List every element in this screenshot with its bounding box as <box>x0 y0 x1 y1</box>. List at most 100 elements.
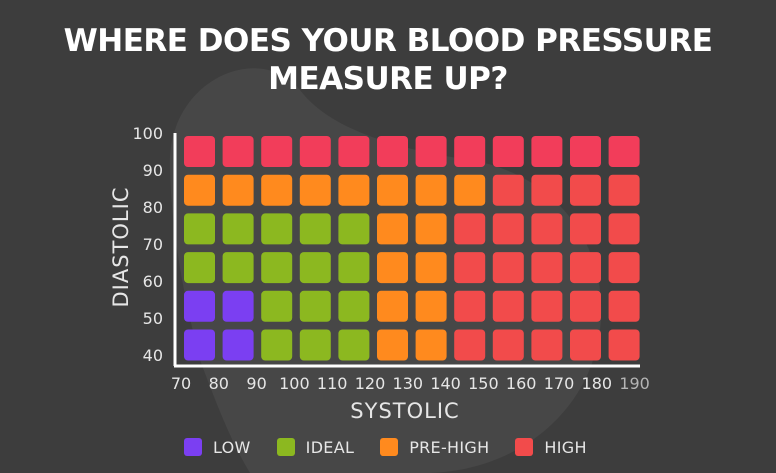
cell-90-100-180-190-high <box>608 136 640 167</box>
cell-50-60-150-160-high <box>492 290 524 322</box>
y-tick-label-100: 100 <box>132 124 163 143</box>
cell-90-100-150-160-high <box>492 136 524 167</box>
y-tick-label-40: 40 <box>143 346 163 365</box>
x-tick-label-120: 120 <box>355 374 386 393</box>
cell-40-50-130-140-pre_high <box>415 329 447 361</box>
chart-title: WHERE DOES YOUR BLOOD PRESSURE MEASURE U… <box>0 22 776 98</box>
cell-40-50-70-80-low <box>184 329 215 361</box>
cell-90-100-110-120-high <box>338 136 370 167</box>
cell-80-90-140-150-pre_high <box>454 174 486 206</box>
cell-40-50-150-160-high <box>492 329 524 361</box>
cell-70-80-120-130-pre_high <box>377 213 408 245</box>
legend-label-ideal: IDEAL <box>305 437 355 457</box>
cell-90-100-160-170-high <box>531 136 563 167</box>
cell-40-50-170-180-high <box>570 329 601 361</box>
y-tick-label-50: 50 <box>143 309 163 328</box>
cell-70-80-100-110-ideal <box>299 213 331 245</box>
cell-70-80-90-100-ideal <box>261 213 293 245</box>
cell-60-70-150-160-high <box>492 252 524 284</box>
cell-90-100-120-130-high <box>377 136 408 167</box>
legend-swatch-high <box>515 438 534 456</box>
legend-swatch-low <box>184 438 202 456</box>
cell-90-100-70-80-high <box>184 136 215 167</box>
x-tick-label-180: 180 <box>582 374 613 393</box>
cell-60-70-170-180-high <box>570 252 601 284</box>
cell-80-90-150-160-high <box>492 174 524 206</box>
cell-50-60-130-140-pre_high <box>415 290 447 322</box>
cell-90-100-170-180-high <box>570 136 601 167</box>
cell-60-70-70-80-ideal <box>184 252 215 284</box>
cell-50-60-160-170-high <box>531 290 563 322</box>
cell-90-100-100-110-high <box>299 136 331 167</box>
cell-70-80-180-190-high <box>608 213 640 245</box>
y-tick-label-70: 70 <box>143 235 163 254</box>
cell-50-60-170-180-high <box>570 290 601 322</box>
legend-item-pre-high: PRE-HIGH <box>380 438 489 457</box>
legend: LOW IDEAL PRE-HIGH HIGH <box>184 437 613 457</box>
legend-item-ideal: IDEAL <box>276 437 355 457</box>
cell-50-60-70-80-low <box>184 290 215 322</box>
y-axis-label: DIASTOLIC <box>109 187 133 308</box>
cell-60-70-120-130-pre_high <box>377 252 408 284</box>
cell-70-80-140-150-high <box>454 213 486 245</box>
cell-40-50-120-130-pre_high <box>377 329 408 361</box>
cell-40-50-90-100-ideal <box>261 329 293 361</box>
cell-50-60-140-150-high <box>454 290 486 322</box>
x-tick-label-190: 190 <box>619 374 650 393</box>
chart-title-line-1: WHERE DOES YOUR BLOOD PRESSURE <box>63 23 713 59</box>
x-tick-label-110: 110 <box>317 374 348 393</box>
cell-70-80-130-140-pre_high <box>415 213 447 245</box>
cell-80-90-110-120-pre_high <box>338 174 370 206</box>
legend-label-low: LOW <box>213 437 251 457</box>
y-tick-label-80: 80 <box>143 198 163 217</box>
cell-80-90-100-110-pre_high <box>299 174 331 206</box>
cell-90-100-80-90-high <box>222 136 254 167</box>
chart-title-line-2: MEASURE UP? <box>268 61 508 97</box>
cell-90-100-140-150-high <box>454 136 486 167</box>
cell-70-80-150-160-high <box>492 213 524 245</box>
cell-80-90-180-190-high <box>608 174 640 206</box>
y-tick-label-90: 90 <box>143 161 163 180</box>
cell-50-60-100-110-ideal <box>299 290 331 322</box>
cell-40-50-140-150-high <box>454 329 486 361</box>
cell-80-90-120-130-pre_high <box>377 174 408 206</box>
cell-60-70-80-90-ideal <box>222 252 254 284</box>
cell-60-70-160-170-high <box>531 252 563 284</box>
x-axis-label: SYSTOLIC <box>350 399 459 423</box>
cell-60-70-130-140-pre_high <box>415 252 447 284</box>
x-tick-label-170: 170 <box>544 374 575 393</box>
cell-60-70-180-190-high <box>608 252 640 284</box>
legend-item-low: LOW <box>184 438 251 457</box>
cell-50-60-80-90-low <box>222 290 254 322</box>
cell-70-80-70-80-ideal <box>184 213 215 245</box>
cell-50-60-90-100-ideal <box>261 290 293 322</box>
legend-swatch-ideal <box>276 438 295 456</box>
x-tick-label-100: 100 <box>279 374 310 393</box>
cell-90-100-90-100-high <box>261 136 293 167</box>
x-tick-label-150: 150 <box>468 374 499 393</box>
x-tick-label-70: 70 <box>171 374 191 393</box>
x-tick-label-160: 160 <box>506 374 537 393</box>
cell-40-50-80-90-low <box>222 329 254 361</box>
cell-70-80-110-120-ideal <box>338 213 370 245</box>
cell-60-70-110-120-ideal <box>338 252 370 284</box>
cell-70-80-170-180-high <box>570 213 601 245</box>
cell-90-100-130-140-high <box>415 136 447 167</box>
cell-60-70-100-110-ideal <box>299 252 331 284</box>
x-tick-label-140: 140 <box>430 374 461 393</box>
cell-80-90-170-180-high <box>570 174 601 206</box>
cell-80-90-130-140-pre_high <box>415 174 447 206</box>
cell-40-50-100-110-ideal <box>299 329 331 361</box>
x-tick-label-80: 80 <box>209 374 229 393</box>
cell-50-60-120-130-pre_high <box>377 290 408 322</box>
legend-item-high: HIGH <box>515 438 587 457</box>
cell-80-90-70-80-pre_high <box>184 174 215 206</box>
cell-40-50-180-190-high <box>608 329 640 361</box>
legend-label-pre-high: PRE-HIGH <box>409 437 490 457</box>
cell-80-90-80-90-pre_high <box>222 174 254 206</box>
cell-50-60-180-190-high <box>608 290 640 322</box>
cell-80-90-160-170-high <box>531 174 563 206</box>
cell-70-80-160-170-high <box>531 213 563 245</box>
legend-swatch-pre-high <box>380 438 399 456</box>
cell-60-70-140-150-high <box>454 252 486 284</box>
